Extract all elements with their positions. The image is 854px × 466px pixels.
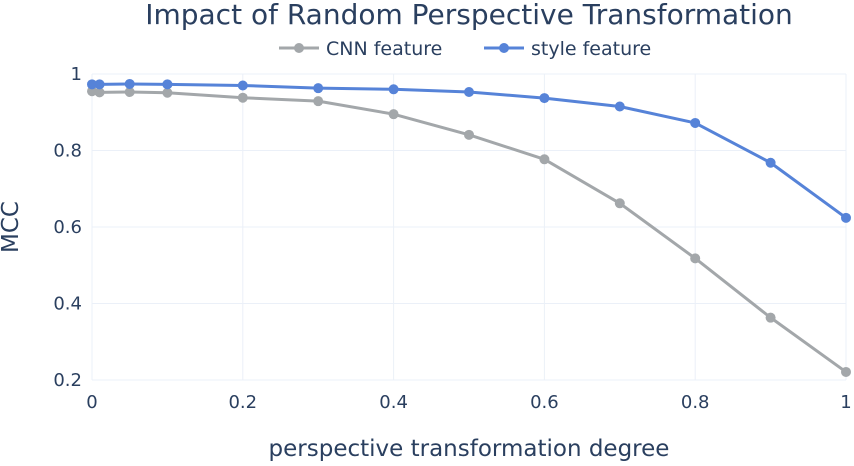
data-point-style-feature[interactable] xyxy=(614,101,625,112)
series-lines xyxy=(87,78,851,377)
data-point-style-feature[interactable] xyxy=(94,79,105,90)
data-point-style-feature[interactable] xyxy=(87,79,97,90)
x-tick-label: 1 xyxy=(840,392,851,413)
data-point-style-feature[interactable] xyxy=(313,83,324,94)
y-tick-label: 1 xyxy=(71,64,82,85)
legend-label-cnn-feature: CNN feature xyxy=(326,38,442,60)
data-point-style-feature[interactable] xyxy=(690,117,701,128)
y-axis-title: MCC xyxy=(0,201,24,253)
axes: 0 0.2 0.4 0.6 0.8 10.20.40.60.81 xyxy=(53,64,851,413)
legend-marker-style-feature xyxy=(499,43,509,53)
data-point-style-feature[interactable] xyxy=(388,84,399,95)
legend-item-cnn-feature[interactable]: CNN feature xyxy=(279,38,442,60)
data-point-style-feature[interactable] xyxy=(765,157,776,168)
data-point-cnn-feature[interactable] xyxy=(690,253,701,264)
data-point-style-feature[interactable] xyxy=(841,212,851,223)
x-axis-title: perspective transformation degree xyxy=(269,436,670,462)
data-point-cnn-feature[interactable] xyxy=(162,87,173,98)
data-point-cnn-feature[interactable] xyxy=(124,86,135,97)
data-point-style-feature[interactable] xyxy=(237,80,248,91)
y-tick-label: 0.8 xyxy=(53,141,82,162)
data-point-cnn-feature[interactable] xyxy=(765,312,776,323)
data-point-style-feature[interactable] xyxy=(464,86,474,97)
data-point-cnn-feature[interactable] xyxy=(841,366,851,377)
data-point-cnn-feature[interactable] xyxy=(539,154,550,165)
x-tick-label: 0.4 xyxy=(379,392,408,413)
x-tick-label: 0.2 xyxy=(228,392,257,413)
data-point-style-feature[interactable] xyxy=(124,78,135,89)
x-tick-label: 0.8 xyxy=(681,392,710,413)
data-point-style-feature[interactable] xyxy=(162,79,173,90)
legend: CNN feature style feature xyxy=(279,38,651,60)
data-point-cnn-feature[interactable] xyxy=(388,109,399,120)
y-tick-label: 0.2 xyxy=(53,370,82,391)
legend-label-style-feature: style feature xyxy=(531,38,651,60)
data-point-cnn-feature[interactable] xyxy=(464,129,474,140)
y-tick-label: 0.6 xyxy=(53,217,82,238)
x-tick-label: 0 xyxy=(86,392,97,413)
data-point-cnn-feature[interactable] xyxy=(94,87,105,98)
chart-title: Impact of Random Perspective Transformat… xyxy=(145,0,793,31)
data-point-cnn-feature[interactable] xyxy=(313,96,324,107)
data-point-cnn-feature[interactable] xyxy=(614,198,625,209)
data-point-style-feature[interactable] xyxy=(539,93,550,104)
data-point-cnn-feature[interactable] xyxy=(237,92,248,103)
grid xyxy=(92,73,847,380)
legend-marker-cnn-feature xyxy=(294,43,304,53)
x-tick-label: 0.6 xyxy=(530,392,559,413)
data-point-cnn-feature[interactable] xyxy=(87,86,97,97)
y-tick-label: 0.4 xyxy=(53,294,82,315)
legend-item-style-feature[interactable]: style feature xyxy=(484,38,651,60)
